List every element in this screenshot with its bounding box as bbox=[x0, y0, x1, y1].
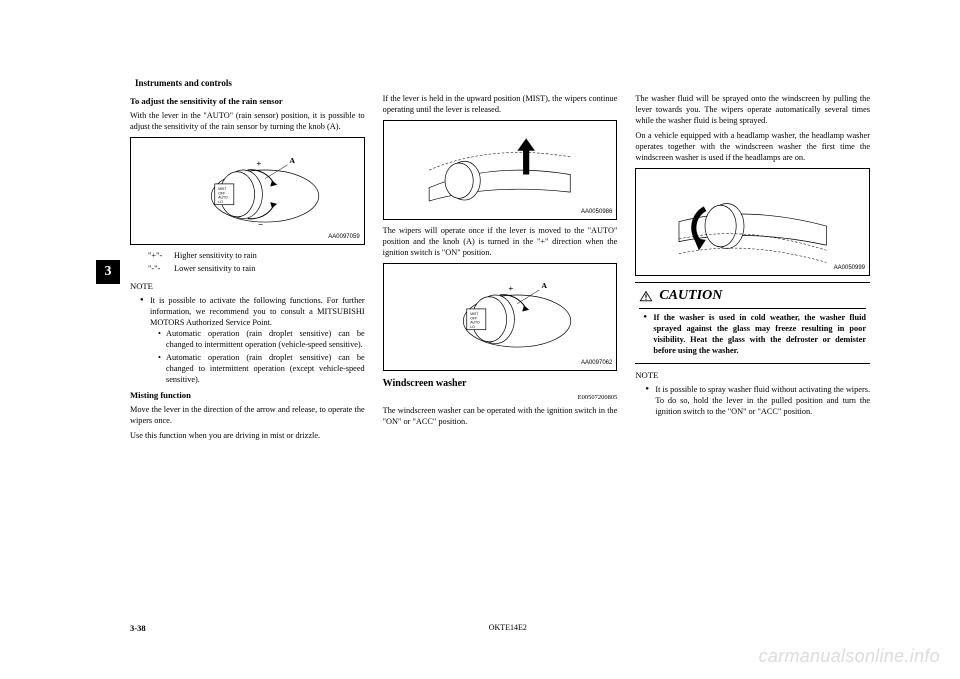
col2-para-3: The windscreen washer can be operated wi… bbox=[383, 406, 618, 428]
note-item: It is possible to activate the following… bbox=[140, 296, 365, 386]
section-code: E00507200805 bbox=[383, 394, 618, 403]
figure-auto-knob: MIST OFF AUTO LO + A AA0097062 bbox=[383, 263, 618, 371]
caution-box: CAUTION If the washer is used in cold we… bbox=[635, 282, 870, 364]
svg-text:AUTO: AUTO bbox=[471, 321, 481, 325]
chapter-tab: 3 bbox=[96, 260, 120, 284]
col2-para-1: If the lever is held in the upward posit… bbox=[383, 94, 618, 116]
lever-pull-illustration bbox=[648, 174, 857, 269]
column-1: To adjust the sensitivity of the rain se… bbox=[130, 94, 365, 446]
svg-text:MIST: MIST bbox=[471, 312, 480, 316]
footer-code: OKTE14E2 bbox=[489, 623, 527, 633]
lever-up-illustration bbox=[395, 126, 604, 214]
figure-label: AA0097062 bbox=[581, 360, 612, 368]
figure-label: AA0050986 bbox=[581, 209, 612, 217]
svg-text:−: − bbox=[258, 219, 263, 229]
svg-text:MIST: MIST bbox=[218, 186, 227, 190]
watermark: carmanualsonline.info bbox=[759, 646, 940, 667]
svg-text:LO: LO bbox=[218, 199, 223, 203]
caution-item: If the washer is used in cold weather, t… bbox=[643, 313, 866, 357]
sensitivity-legend: "+"- Higher sensitivity to rain "-"- Low… bbox=[148, 251, 365, 275]
col3-para-1: The washer fluid will be sprayed onto th… bbox=[635, 94, 870, 127]
svg-text:+: + bbox=[256, 158, 261, 168]
svg-text:+: + bbox=[509, 284, 514, 294]
col1-para-2: Move the lever in the direction of the a… bbox=[130, 405, 365, 427]
note-sublist: Automatic operation (rain droplet sensit… bbox=[150, 329, 365, 386]
col1-para-1: With the lever in the "AUTO" (rain senso… bbox=[130, 111, 365, 133]
col1-subhead-misting: Misting function bbox=[130, 390, 365, 401]
note-heading: NOTE bbox=[130, 281, 365, 292]
note-list: It is possible to activate the following… bbox=[130, 296, 365, 386]
manual-page: 3 Instruments and controls To adjust the… bbox=[0, 0, 960, 679]
col1-subhead-rain-sensor: To adjust the sensitivity of the rain se… bbox=[130, 96, 365, 107]
lever-knob-plus-illustration: MIST OFF AUTO LO + A bbox=[395, 269, 604, 364]
figure-label: AA0050999 bbox=[834, 265, 865, 273]
caution-title-text: CAUTION bbox=[659, 287, 722, 305]
note-item: It is possible to spray washer fluid wit… bbox=[645, 385, 870, 418]
content-columns: To adjust the sensitivity of the rain se… bbox=[130, 94, 870, 446]
section-title-windscreen-washer: Windscreen washer bbox=[383, 377, 618, 390]
note-heading: NOTE bbox=[635, 370, 870, 381]
note-item-text: It is possible to activate the following… bbox=[150, 296, 365, 327]
svg-text:A: A bbox=[542, 281, 548, 290]
figure-washer-pull: AA0050999 bbox=[635, 168, 870, 276]
figure-rain-sensor-knob: MIST OFF AUTO LO + − A AA0097059 bbox=[130, 137, 365, 245]
legend-key-minus: "-"- bbox=[148, 264, 170, 275]
page-header: Instruments and controls bbox=[135, 78, 870, 88]
col1-para-3: Use this function when you are driving i… bbox=[130, 431, 365, 442]
figure-mist-lever: AA0050986 bbox=[383, 120, 618, 220]
note-list: It is possible to spray washer fluid wit… bbox=[635, 385, 870, 418]
svg-text:A: A bbox=[289, 156, 295, 165]
legend-key-plus: "+"- bbox=[148, 251, 170, 262]
svg-text:OFF: OFF bbox=[218, 191, 225, 195]
col2-para-2: The wipers will operate once if the leve… bbox=[383, 226, 618, 259]
caution-title: CAUTION bbox=[639, 287, 866, 309]
svg-text:OFF: OFF bbox=[471, 316, 478, 320]
caution-body: If the washer is used in cold weather, t… bbox=[639, 313, 866, 357]
legend-val-minus: Lower sensitivity to rain bbox=[174, 264, 365, 275]
column-2: If the lever is held in the upward posit… bbox=[383, 94, 618, 446]
svg-text:LO: LO bbox=[471, 325, 476, 329]
legend-val-plus: Higher sensitivity to rain bbox=[174, 251, 365, 262]
lever-knob-illustration: MIST OFF AUTO LO + − A bbox=[143, 144, 352, 239]
note-subitem: Automatic operation (rain droplet sensit… bbox=[158, 329, 365, 351]
col3-para-2: On a vehicle equipped with a headlamp wa… bbox=[635, 131, 870, 164]
column-3: The washer fluid will be sprayed onto th… bbox=[635, 94, 870, 446]
page-number: 3-38 bbox=[130, 623, 146, 633]
note-subitem: Automatic operation (rain droplet sensit… bbox=[158, 353, 365, 386]
figure-label: AA0097059 bbox=[328, 234, 359, 242]
svg-text:AUTO: AUTO bbox=[218, 195, 228, 199]
warning-icon bbox=[639, 290, 653, 302]
page-footer: 3-38 OKTE14E2 bbox=[130, 623, 870, 633]
